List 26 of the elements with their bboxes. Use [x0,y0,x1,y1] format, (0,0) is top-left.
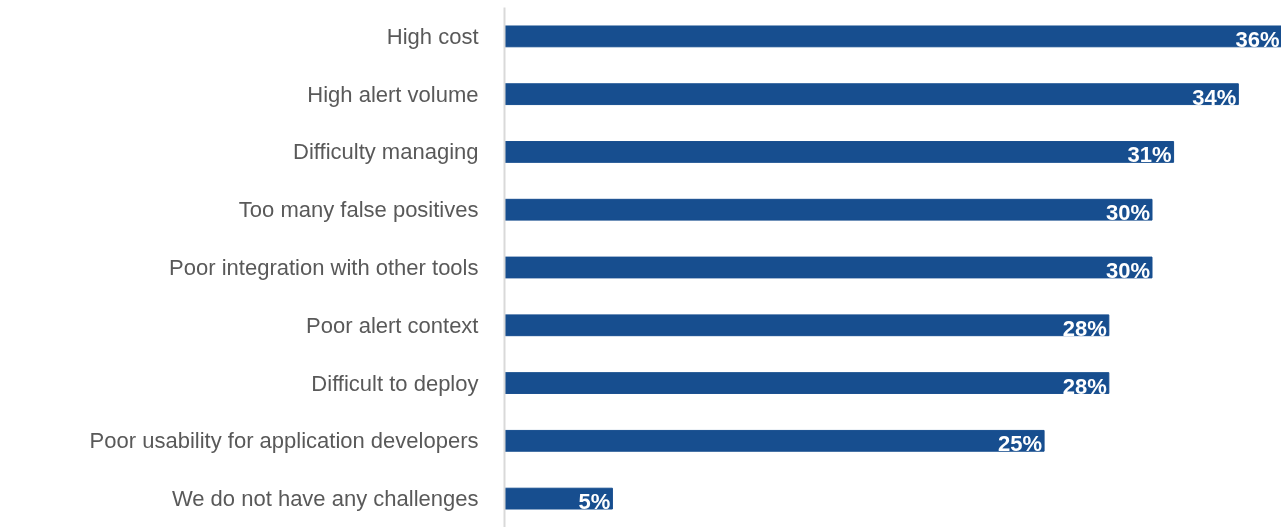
data-label: 36% [1235,26,1280,52]
y-tick-label: Difficult to deploy [311,370,479,396]
y-tick-label: Too many false positives [238,197,479,223]
y-tick-label: Poor alert context [306,312,479,338]
bar [504,372,1110,394]
y-tick-label: We do not have any challenges [171,486,479,512]
y-tick-label: Poor usability for application developers [89,428,479,454]
data-label: 30% [1105,200,1151,226]
y-tick-label: Poor integration with other tools [169,255,479,280]
data-label: 34% [1192,84,1237,110]
y-tick-label: High alert volume [307,81,479,107]
bar [504,83,1239,106]
bar [504,141,1175,163]
data-label: 28% [1062,315,1107,341]
bar [504,429,1045,452]
data-label: 25% [998,431,1043,457]
bar [504,198,1153,221]
bar [504,25,1281,48]
bar [504,256,1153,279]
y-tick-label: High cost [386,23,479,49]
data-label: 30% [1105,258,1151,283]
bar [504,314,1110,337]
data-label: 5% [578,489,611,515]
data-label: 28% [1062,373,1107,399]
data-label: 31% [1127,142,1172,168]
y-tick-label: Difficulty managing [293,139,479,165]
